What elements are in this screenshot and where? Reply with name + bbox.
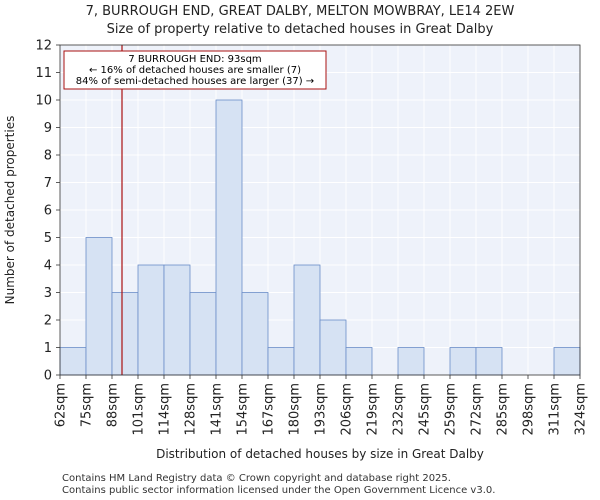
y-tick-label: 4 [44, 259, 52, 274]
x-tick-label: 219sqm [366, 383, 381, 436]
y-tick-label: 12 [35, 39, 52, 54]
y-tick-label: 8 [44, 149, 52, 164]
plot-border [59, 44, 581, 376]
bar-193sqm [319, 319, 347, 376]
annotation-line-3: 84% of semi-detached houses are larger (… [76, 76, 314, 87]
chart-title: 7, BURROUGH END, GREAT DALBY, MELTON MOW… [85, 4, 515, 19]
x-axis-label: Distribution of detached houses by size … [156, 447, 484, 461]
annotation-line-2: ← 16% of detached houses are smaller (7) [89, 65, 301, 76]
bar-154sqm [241, 292, 269, 376]
bar-114sqm [163, 264, 191, 376]
x-tick-label: 259sqm [444, 383, 459, 436]
y-tick-label: 7 [44, 176, 52, 191]
x-tick-label: 75sqm [80, 383, 95, 427]
x-tick-label: 114sqm [158, 383, 173, 436]
bar-259sqm [449, 347, 477, 376]
y-tick-label: 3 [44, 286, 52, 301]
x-tick-label: 101sqm [132, 383, 147, 436]
y-tick-label: 1 [44, 341, 52, 356]
y-tick-label: 11 [35, 66, 52, 81]
x-tick-label: 285sqm [496, 383, 511, 436]
bar-206sqm [345, 347, 373, 376]
x-tick-label: 298sqm [522, 383, 537, 436]
x-tick-label: 272sqm [470, 383, 485, 436]
x-tick-label: 62sqm [54, 383, 69, 427]
y-tick-label: 6 [44, 204, 52, 219]
bar-88sqm [111, 292, 139, 376]
bar-167sqm [267, 347, 295, 376]
x-tick-label: 206sqm [340, 383, 355, 436]
y-tick-label: 5 [44, 231, 52, 246]
chart-subtitle: Size of property relative to detached ho… [106, 22, 494, 37]
y-tick-label: 2 [44, 314, 52, 329]
x-tick-label: 141sqm [210, 383, 225, 436]
x-tick-label: 311sqm [548, 383, 563, 436]
x-tick-label: 180sqm [288, 383, 303, 436]
y-axis-label: Number of detached properties [3, 116, 17, 305]
bar-180sqm [293, 264, 321, 376]
annotation-box: 7 BURROUGH END: 93sqm ← 16% of detached … [63, 50, 327, 90]
y-tick-label: 10 [35, 94, 52, 109]
bar-101sqm [137, 264, 165, 376]
x-tick-label: 245sqm [418, 383, 433, 436]
x-tick-label: 324sqm [574, 383, 589, 436]
y-tick-label: 9 [44, 121, 52, 136]
x-tick-label: 88sqm [106, 383, 121, 427]
bars [59, 99, 581, 376]
x-tick-label: 128sqm [184, 383, 199, 436]
x-tick-label: 154sqm [236, 383, 251, 436]
x-axis-ticks: 62sqm 75sqm 88sqm 101sqm 114sqm 128sqm 141sqm 1… [54, 375, 589, 436]
bar-62sqm [59, 347, 87, 376]
bar-272sqm [475, 347, 503, 376]
bar-141sqm [215, 99, 243, 376]
bar-75sqm [85, 237, 113, 376]
bar-311sqm [553, 347, 581, 376]
x-tick-label: 232sqm [392, 383, 407, 436]
x-tick-label: 167sqm [262, 383, 277, 436]
x-tick-label: 193sqm [314, 383, 329, 436]
footer-licence: Contains public sector information licen… [62, 485, 496, 496]
annotation-line-1: 7 BURROUGH END: 93sqm [128, 54, 261, 65]
bar-232sqm [397, 347, 425, 376]
footer-copyright: Contains HM Land Registry data © Crown c… [62, 473, 451, 484]
bar-128sqm [189, 292, 217, 376]
y-tick-label: 0 [44, 369, 52, 384]
